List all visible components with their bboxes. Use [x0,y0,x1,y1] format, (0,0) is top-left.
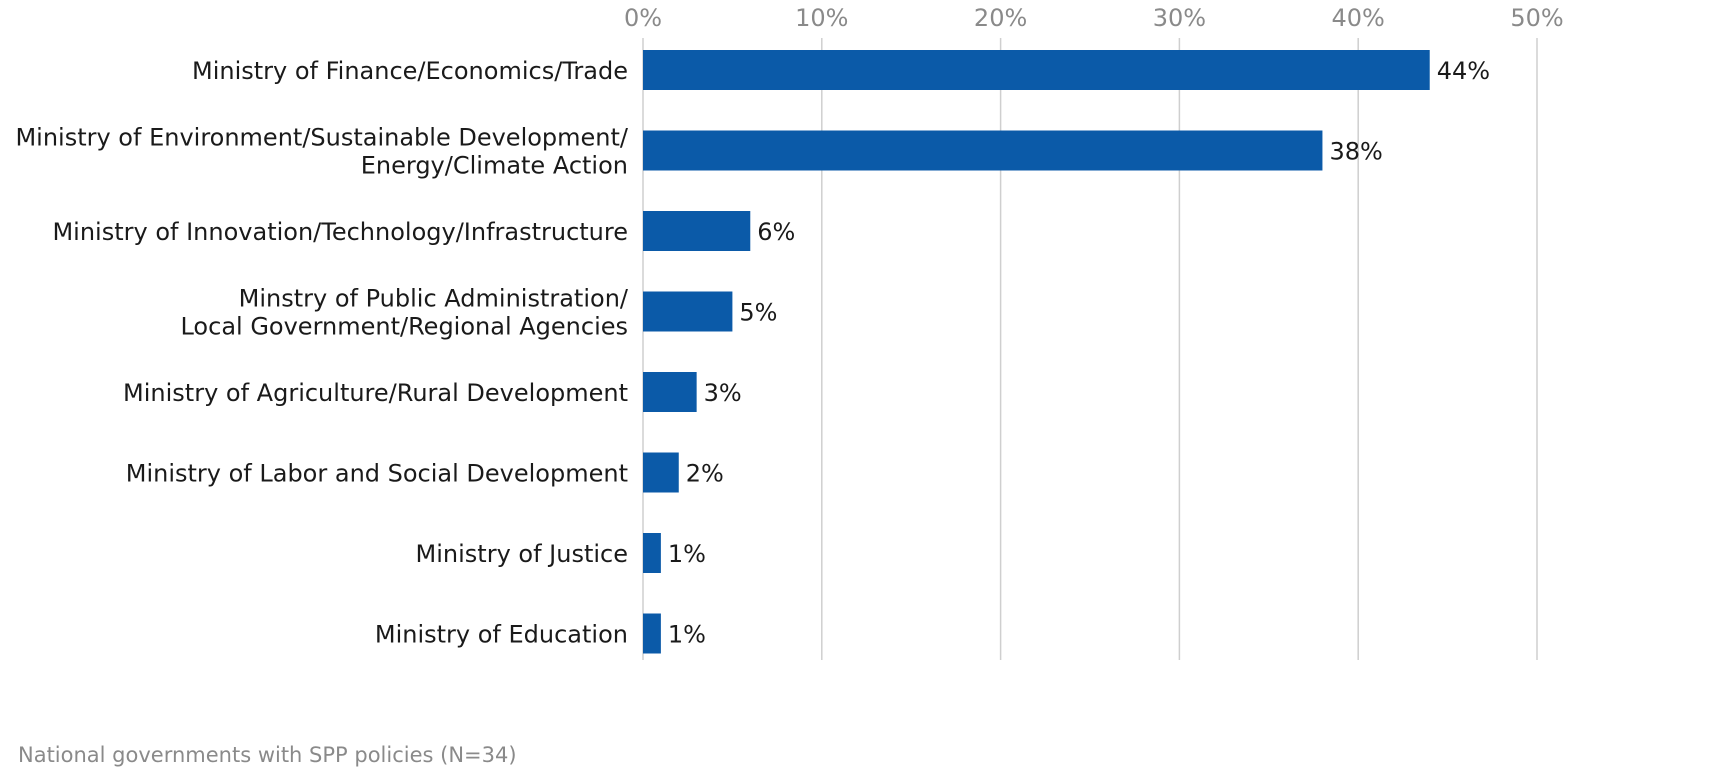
category-label-line: Ministry of Finance/Economics/Trade [192,57,628,85]
data-label: 1% [668,621,706,649]
category-labels: Ministry of Finance/Economics/Trade Minis… [15,57,628,649]
category-label-line: Ministry of Agriculture/Rural Developmen… [123,379,628,407]
category-label: Ministry of Justice [416,540,628,568]
bar [643,211,751,251]
chart-footnote: National governments with SPP policies (… [18,743,517,767]
value-labels: 44% 38% 6% 5% 3% 2% 1% 1% [668,57,1490,649]
category-label-line: Ministry of Environment/Sustainable Deve… [15,124,628,152]
data-label: 5% [739,299,777,327]
bars [643,50,1430,654]
category-label-line: Ministry of Education [375,621,628,649]
bar [643,613,661,654]
category-label: Ministry of Agriculture/Rural Developmen… [123,379,628,407]
category-label-line: Ministry of Justice [416,540,628,568]
category-label-line: Minstry of Public Administration/ [239,285,629,313]
data-label: 3% [704,379,742,407]
x-axis-ticks: 0% 10% 20% 30% 40% 50% [624,4,1564,32]
x-tick-label: 40% [1332,4,1385,32]
bar [643,452,679,493]
x-tick-label: 50% [1510,4,1563,32]
bar [643,372,697,412]
category-label: Ministry of Labor and Social Development [126,460,628,488]
bar [643,50,1430,90]
category-label-line: Ministry of Innovation/Technology/Infras… [52,218,628,246]
x-tick-label: 30% [1153,4,1206,32]
category-label: Ministry of Education [375,621,628,649]
bar [643,130,1323,171]
category-label-line: Local Government/Regional Agencies [180,313,628,341]
category-label: Minstry of Public Administration/Local G… [180,285,628,341]
data-label: 2% [686,460,724,488]
x-tick-label: 10% [795,4,848,32]
category-label: Ministry of Innovation/Technology/Infras… [52,218,628,246]
category-label-line: Ministry of Labor and Social Development [126,460,628,488]
data-label: 6% [757,218,795,246]
x-tick-label: 0% [624,4,662,32]
category-label: Ministry of Environment/Sustainable Deve… [15,124,628,180]
x-tick-label: 20% [974,4,1027,32]
category-label-line: Energy/Climate Action [361,152,628,180]
category-label: Ministry of Finance/Economics/Trade [192,57,628,85]
data-label: 1% [668,540,706,568]
bar [643,291,733,332]
bar [643,533,661,573]
data-label: 44% [1437,57,1490,85]
data-label: 38% [1329,138,1382,166]
